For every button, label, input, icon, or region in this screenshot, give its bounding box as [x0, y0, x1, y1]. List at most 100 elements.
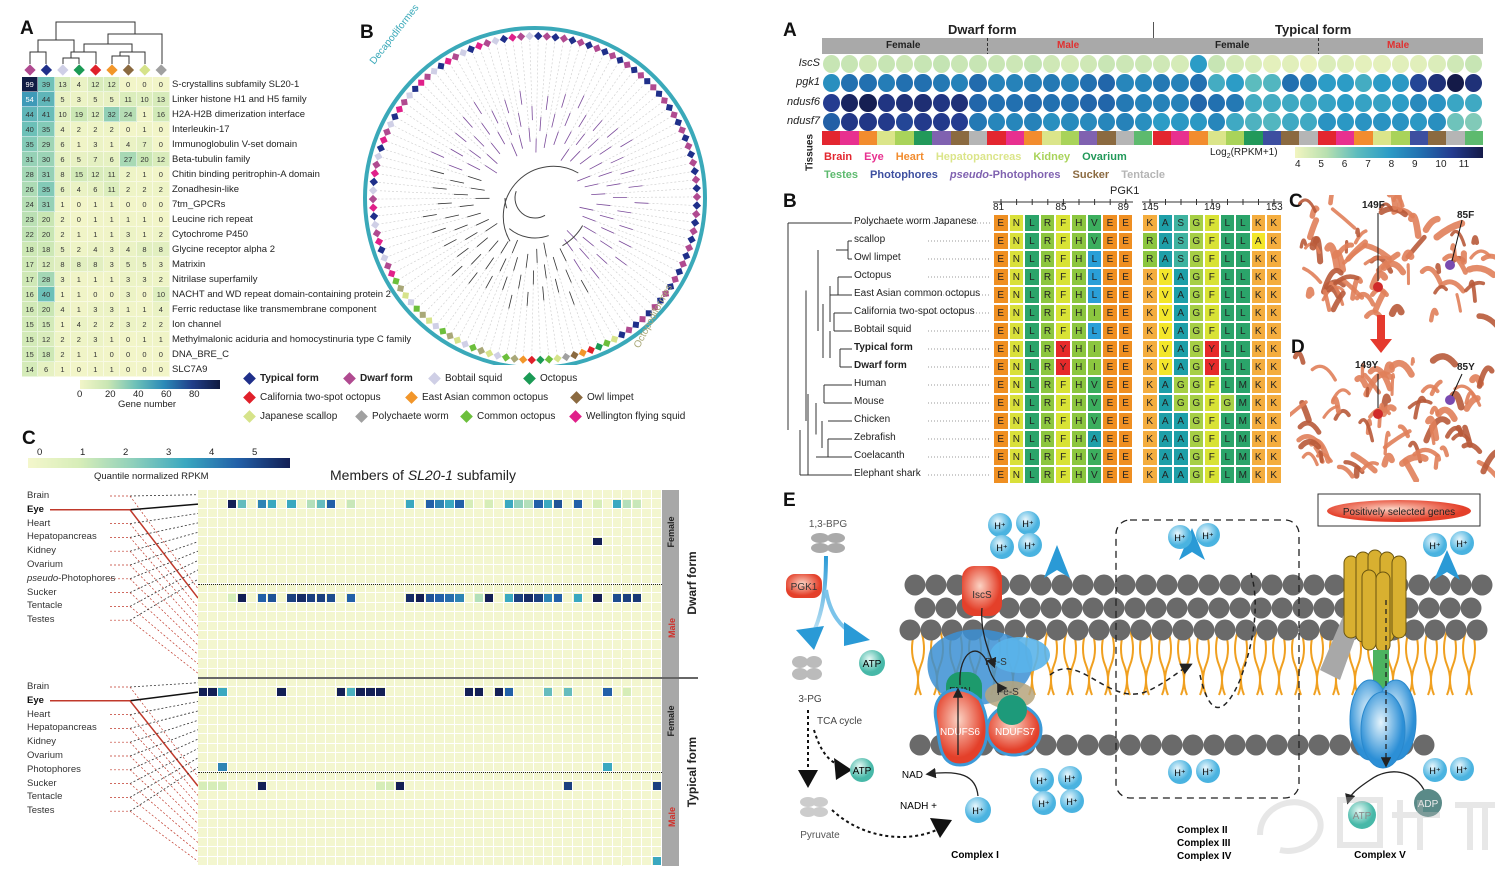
heatmap-cell — [474, 508, 485, 519]
gene-family-label: DNA_BRE_C — [172, 349, 230, 360]
heatmap-cell — [346, 640, 356, 650]
heatmap-cell — [504, 800, 514, 810]
heatmap-cell — [217, 819, 228, 829]
residue-cell: E — [1117, 430, 1134, 448]
tree-branch — [577, 175, 591, 182]
heatmap-cell — [346, 537, 356, 547]
heatmap-cell: 4 — [71, 182, 88, 197]
heatmap-cell — [642, 602, 653, 613]
heatmap-cell — [602, 734, 613, 744]
residue-cell: S — [1173, 214, 1189, 232]
heatmap-cell — [494, 828, 505, 838]
residue-cell: G — [1188, 430, 1204, 448]
tree-branch — [511, 143, 518, 157]
residue-cell: K — [1250, 286, 1266, 304]
heatmap-cell — [306, 715, 317, 725]
tree-branch — [513, 257, 518, 271]
title-post: subfamily — [452, 467, 516, 483]
residue-cell: L — [1235, 304, 1251, 322]
heatmap-cell — [365, 856, 376, 866]
lipid-head — [1004, 619, 1026, 641]
expression-dot — [1189, 74, 1208, 93]
lipid-head — [1103, 597, 1125, 619]
expressed-cell — [465, 687, 474, 696]
heatmap-cell — [207, 574, 218, 584]
heatmap-cell: 3 — [120, 227, 137, 242]
protein-ribbon — [1480, 253, 1495, 262]
heatmap-cell: 0 — [153, 212, 170, 227]
tree-leaf-guide — [546, 256, 566, 353]
tree-leaf-guide — [590, 139, 681, 177]
residue-cell: G — [1188, 412, 1204, 430]
tissue-legend-item: pseudo-Photophores — [950, 169, 1061, 181]
tissue-legend-item: Kidney — [1033, 151, 1070, 163]
heatmap-cell — [464, 602, 475, 613]
heatmap-cell — [474, 555, 485, 566]
heatmap-cell — [504, 847, 514, 857]
heatmap-cell — [513, 762, 524, 772]
heatmap-cell — [543, 687, 554, 697]
residue-cell: N — [1008, 340, 1025, 358]
heatmap-cell — [286, 809, 297, 819]
tree-branch — [432, 187, 447, 190]
heatmap-cell — [316, 800, 327, 810]
tree-leaf-guide — [488, 47, 505, 100]
residue-cell: R — [1142, 250, 1158, 268]
heatmap-cell — [365, 584, 376, 594]
heatmap-cell: 1 — [136, 212, 154, 227]
heatmap-cell — [504, 631, 514, 641]
residue-cell: K — [1250, 214, 1266, 232]
residue-cell: M — [1235, 448, 1251, 466]
heatmap-cell — [247, 696, 258, 707]
female-connector — [129, 729, 199, 757]
heatmap-cell — [227, 508, 238, 519]
heatmap-cell — [573, 593, 583, 603]
heatmap-cell — [198, 819, 208, 829]
residue-cell: G — [1188, 214, 1204, 232]
female-connector — [129, 569, 199, 607]
lipid-tail — [1405, 629, 1419, 696]
residue-cell: F — [1204, 232, 1220, 250]
heatmap-cell — [217, 631, 228, 641]
heatmap-cell — [296, 706, 307, 716]
residue-cell: E — [993, 286, 1009, 304]
tree-tip-diamond-icon — [674, 118, 683, 127]
colorbar-tick: 4 — [1295, 159, 1301, 170]
residue-cell: K — [1142, 358, 1158, 376]
expressed-cell — [366, 687, 375, 696]
residue-cell: E — [993, 394, 1009, 412]
heatmap-cell — [385, 555, 396, 566]
heatmap-cell — [464, 743, 475, 754]
heatmap-cell: 15 — [38, 317, 55, 332]
heatmap-cell — [296, 593, 307, 603]
heatmap-cell — [622, 659, 633, 669]
heatmap-cell — [612, 574, 623, 584]
heatmap-cell — [346, 565, 356, 575]
expressed-cell — [603, 763, 612, 771]
tissue-legend-name: Tentacle — [1121, 169, 1166, 181]
heatmap-cell — [247, 659, 258, 669]
heatmap-cell — [227, 790, 238, 801]
heatmap-cell — [592, 649, 603, 660]
heatmap-cell — [504, 706, 514, 716]
heatmap-cell — [405, 847, 416, 857]
heatmap-cell — [494, 715, 505, 725]
heatmap-cell — [276, 518, 287, 528]
heatmap-cell — [306, 734, 317, 744]
heatmap-cell — [632, 518, 643, 528]
heatmap-cell — [405, 809, 416, 819]
tree-leaf-guide — [400, 239, 466, 279]
heatmap-cell — [237, 546, 248, 556]
heatmap-cell — [583, 546, 593, 556]
heatmap-cell — [602, 696, 613, 707]
tree-leaf-guide — [606, 263, 652, 304]
expression-dot — [951, 93, 969, 112]
expressed-cell — [287, 499, 296, 508]
heatmap-cell — [198, 762, 208, 772]
residue-cell: L — [1024, 214, 1040, 232]
heatmap-cell — [267, 837, 277, 848]
tree-tip-diamond-icon — [639, 316, 646, 323]
tree-branch — [591, 193, 606, 196]
heatmap-cell — [632, 772, 643, 782]
tissue-name: -Photophores — [58, 572, 116, 584]
